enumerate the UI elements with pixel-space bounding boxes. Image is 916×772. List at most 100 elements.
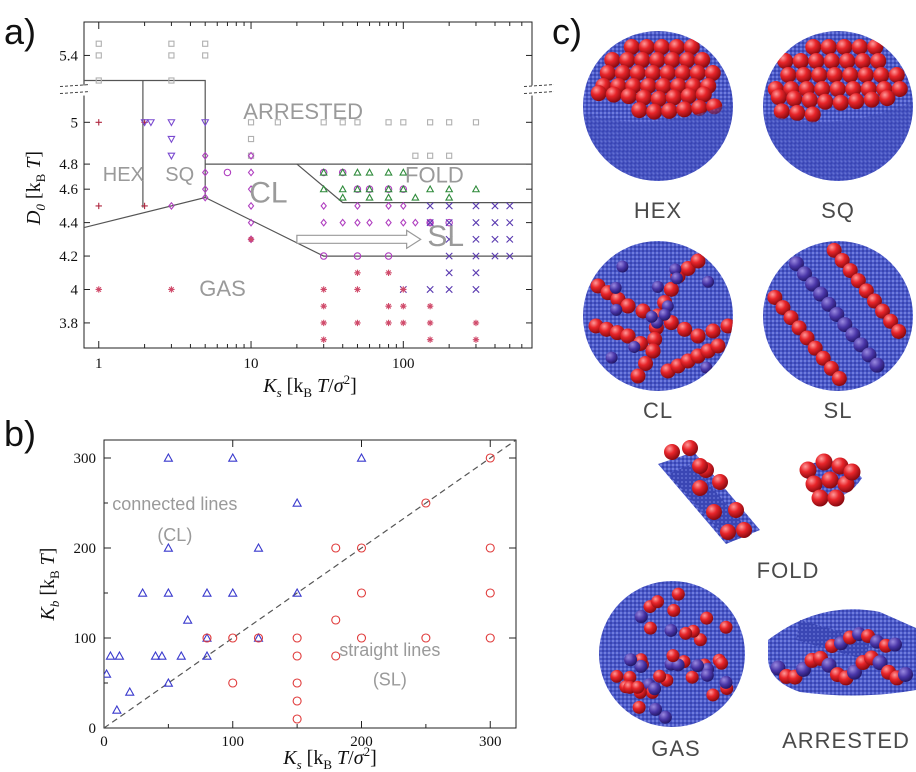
y-tick-label: 5.4	[59, 48, 78, 64]
region-label-cl: CL	[249, 177, 287, 210]
data-point-sl	[485, 588, 495, 598]
data-point-fold	[445, 184, 454, 193]
data-point-cl	[253, 632, 264, 642]
red-bead	[842, 67, 859, 83]
data-point-arrested	[446, 152, 453, 159]
red-bead	[870, 53, 887, 69]
red-bead	[863, 91, 880, 108]
data-point-cl	[176, 650, 187, 660]
red-bead	[891, 81, 908, 97]
red-bead	[676, 101, 693, 118]
purple-bead	[649, 702, 663, 716]
data-point-sl	[331, 543, 341, 553]
axis-break-line	[59, 91, 91, 95]
red-bead	[692, 480, 708, 496]
data-point-fold	[399, 168, 408, 176]
red-bead	[682, 440, 698, 456]
red-bead	[685, 670, 699, 684]
snapshot-label-hex: HEX	[634, 198, 682, 223]
y-tick-label: 4.8	[59, 157, 78, 173]
data-point-cl	[339, 218, 346, 227]
region-label-arrested: ARRESTED	[243, 99, 363, 124]
data-point-gas	[354, 319, 361, 327]
purple-bead	[616, 260, 629, 273]
data-point-sq	[167, 135, 176, 144]
data-point-arrested	[95, 52, 102, 59]
red-bead	[777, 53, 794, 69]
data-point-gas	[247, 236, 255, 243]
data-point-sl	[485, 633, 495, 643]
data-point-cl	[201, 193, 209, 202]
data-point-sl	[292, 633, 302, 643]
red-bead	[821, 471, 839, 489]
data-point-sl	[485, 543, 495, 553]
data-point-cl	[104, 668, 112, 678]
purple-bead	[869, 357, 885, 373]
red-bead	[883, 313, 899, 329]
red-bead	[854, 53, 871, 69]
red-bead	[866, 293, 882, 309]
region-label-gas: GAS	[199, 276, 245, 301]
data-point-cl	[201, 168, 209, 177]
red-bead	[694, 52, 711, 68]
data-point-hex	[141, 202, 148, 210]
snapshot-gas	[599, 581, 745, 727]
red-bead	[873, 67, 890, 83]
chart-a-points	[95, 40, 514, 343]
red-bead	[706, 688, 720, 702]
red-bead	[804, 106, 821, 123]
purple-bead	[628, 340, 641, 353]
red-bead	[599, 65, 616, 81]
membrane-shade	[763, 102, 913, 181]
data-point-fold	[411, 193, 420, 201]
data-point-arrested	[202, 52, 209, 59]
red-bead	[665, 89, 682, 106]
snapshot-label-arrested: ARRESTED	[782, 728, 910, 753]
x-tick-label: 10	[244, 356, 259, 372]
data-point-gas	[354, 286, 361, 293]
data-point-cl	[227, 587, 238, 597]
red-bead	[879, 90, 896, 107]
purple-bead	[700, 361, 713, 374]
red-bead	[799, 330, 815, 346]
data-point-sl	[253, 633, 264, 643]
red-bead	[605, 86, 622, 103]
data-point-fold	[445, 193, 454, 201]
data-point-sl	[472, 285, 480, 294]
red-bead	[770, 89, 787, 106]
red-bead	[839, 53, 856, 69]
red-bead	[646, 103, 663, 120]
panel-label-c: c)	[552, 11, 582, 52]
data-point-cl	[366, 218, 373, 227]
red-bead	[668, 39, 685, 55]
region-label-sl: SL	[427, 220, 464, 253]
data-point-sl	[356, 543, 367, 553]
data-point-arrested	[274, 119, 281, 126]
red-bead	[805, 39, 822, 55]
data-point-gas	[426, 336, 434, 343]
red-bead	[689, 65, 706, 81]
data-point-gas	[385, 303, 392, 310]
simulation-snapshots: HEX SQ CL SL FOLD GAS ARRESTED	[583, 31, 916, 761]
red-bead	[817, 93, 834, 110]
data-point-sl	[421, 498, 431, 508]
red-bead	[690, 328, 706, 344]
red-bead	[720, 318, 733, 334]
folded-membrane-shade	[668, 464, 752, 542]
data-point-hex	[95, 202, 102, 210]
arrow-shape	[296, 229, 422, 250]
data-point-gas	[400, 303, 407, 310]
data-point-cl	[201, 151, 209, 160]
red-bead	[888, 67, 905, 83]
data-point-gas	[95, 286, 102, 293]
red-bead	[829, 81, 846, 97]
data-point-sl	[202, 633, 212, 643]
data-point-cl	[247, 218, 255, 227]
red-bead	[736, 522, 752, 538]
snapshot-sl	[763, 241, 913, 391]
red-bead	[635, 89, 652, 106]
data-point-sl	[445, 252, 453, 260]
red-bead	[679, 626, 693, 640]
data-point-arrested	[354, 119, 361, 126]
phase-boundary-line	[84, 196, 532, 257]
